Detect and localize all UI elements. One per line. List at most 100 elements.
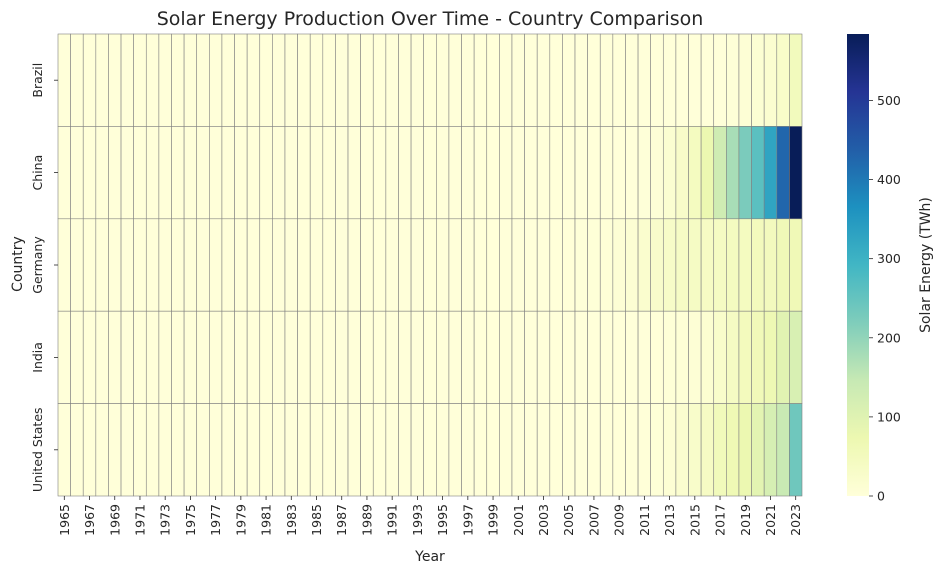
heatmap-cell: [524, 310, 538, 404]
heatmap-cell: [95, 126, 109, 220]
heatmap-cell: [82, 126, 97, 220]
heatmap-cell: [448, 33, 462, 127]
heatmap-cell: [297, 310, 311, 404]
heatmap-cell: [650, 403, 664, 497]
heatmap-cell: [688, 310, 702, 404]
heatmap-cell: [309, 33, 324, 127]
heatmap-cell: [713, 310, 727, 404]
x-tick-label: 1967: [82, 504, 97, 536]
heatmap-cell: [662, 126, 677, 220]
heatmap-cell: [221, 403, 235, 497]
heatmap-cell: [57, 126, 71, 220]
heatmap-cell: [196, 310, 210, 404]
heatmap-cell: [789, 126, 803, 220]
chart-title: Solar Energy Production Over Time - Coun…: [157, 8, 704, 30]
x-tick-label: 1985: [309, 504, 324, 536]
heatmap-cell: [511, 33, 525, 127]
heatmap-cell: [196, 126, 210, 220]
heatmap-cell: [587, 126, 601, 220]
heatmap-cell: [335, 33, 349, 127]
x-tick-label: 1979: [233, 504, 248, 536]
heatmap-cell: [372, 310, 387, 404]
heatmap-cell: [574, 126, 588, 220]
heatmap-cell: [259, 33, 273, 127]
heatmap-cell: [776, 126, 790, 220]
heatmap-cells: [57, 33, 803, 497]
heatmap-cell: [511, 126, 525, 220]
heatmap-cell: [763, 218, 778, 312]
heatmap-cell: [637, 403, 651, 497]
heatmap-cell: [751, 310, 765, 404]
heatmap-cell: [562, 218, 576, 312]
heatmap-cell: [700, 126, 715, 220]
heatmap-cell: [637, 33, 651, 127]
heatmap-cell: [423, 310, 437, 404]
heatmap-cell: [612, 33, 626, 127]
y-tick-label: Brazil: [30, 63, 45, 98]
heatmap-cell: [612, 310, 626, 404]
heatmap-cell: [726, 33, 740, 127]
heatmap-cell: [272, 218, 286, 312]
heatmap-cell: [171, 218, 185, 312]
heatmap-cell: [499, 218, 513, 312]
heatmap-cell: [423, 33, 437, 127]
heatmap-cell: [511, 310, 525, 404]
heatmap-cell: [372, 33, 387, 127]
heatmap-cell: [650, 126, 664, 220]
heatmap-cell: [410, 218, 424, 312]
x-tick-label: 2005: [561, 504, 576, 536]
y-axis-label: Country: [10, 236, 26, 292]
heatmap-cell: [372, 126, 387, 220]
heatmap-cell: [234, 33, 248, 127]
heatmap-cell: [221, 310, 235, 404]
heatmap-cell: [587, 33, 601, 127]
heatmap-cell: [410, 403, 424, 497]
heatmap-cell: [599, 126, 614, 220]
heatmap-cell: [158, 403, 172, 497]
heatmap-cell: [360, 403, 374, 497]
heatmap-cell: [183, 218, 198, 312]
heatmap-cell: [183, 310, 198, 404]
heatmap-cell: [461, 126, 475, 220]
heatmap-cell: [133, 218, 147, 312]
colorbar-tick-label: 300: [877, 251, 901, 266]
heatmap-cell: [57, 218, 71, 312]
colorbar-ticks: 0 100 200 300 400 500: [869, 93, 901, 504]
x-tick-label: 2017: [713, 504, 728, 536]
heatmap-cell: [272, 403, 286, 497]
heatmap-cell: [196, 403, 210, 497]
heatmap-cell: [360, 218, 374, 312]
heatmap-cell: [70, 33, 84, 127]
heatmap-cell: [423, 126, 437, 220]
colorbar-tick-label: 400: [877, 172, 901, 187]
heatmap-cell: [133, 33, 147, 127]
heatmap-cell: [398, 126, 412, 220]
heatmap-cell: [347, 218, 361, 312]
heatmap-cell: [171, 310, 185, 404]
heatmap-cell: [120, 403, 134, 497]
heatmap-cell: [82, 403, 97, 497]
x-tick-label: 1991: [385, 504, 400, 536]
heatmap-cell: [536, 310, 551, 404]
heatmap-cell: [599, 310, 614, 404]
heatmap-cell: [398, 218, 412, 312]
heatmap-cell: [221, 33, 235, 127]
x-tick-label: 1997: [460, 504, 475, 536]
heatmap-cell: [221, 218, 235, 312]
heatmap-cell: [625, 218, 639, 312]
y-tick-label: United States: [30, 407, 45, 492]
heatmap-cell: [209, 310, 223, 404]
heatmap-cell: [549, 310, 563, 404]
heatmap-cell: [574, 310, 588, 404]
heatmap-cell: [499, 33, 513, 127]
heatmap-cell: [209, 33, 223, 127]
heatmap-cell: [473, 33, 488, 127]
heatmap-cell: [650, 310, 664, 404]
heatmap-cell: [700, 33, 715, 127]
heatmap-cell: [688, 218, 702, 312]
colorbar-tick-label: 200: [877, 330, 901, 345]
heatmap-cell: [284, 33, 298, 127]
heatmap-cell: [410, 310, 424, 404]
heatmap-cell: [461, 403, 475, 497]
heatmap-cell: [272, 310, 286, 404]
